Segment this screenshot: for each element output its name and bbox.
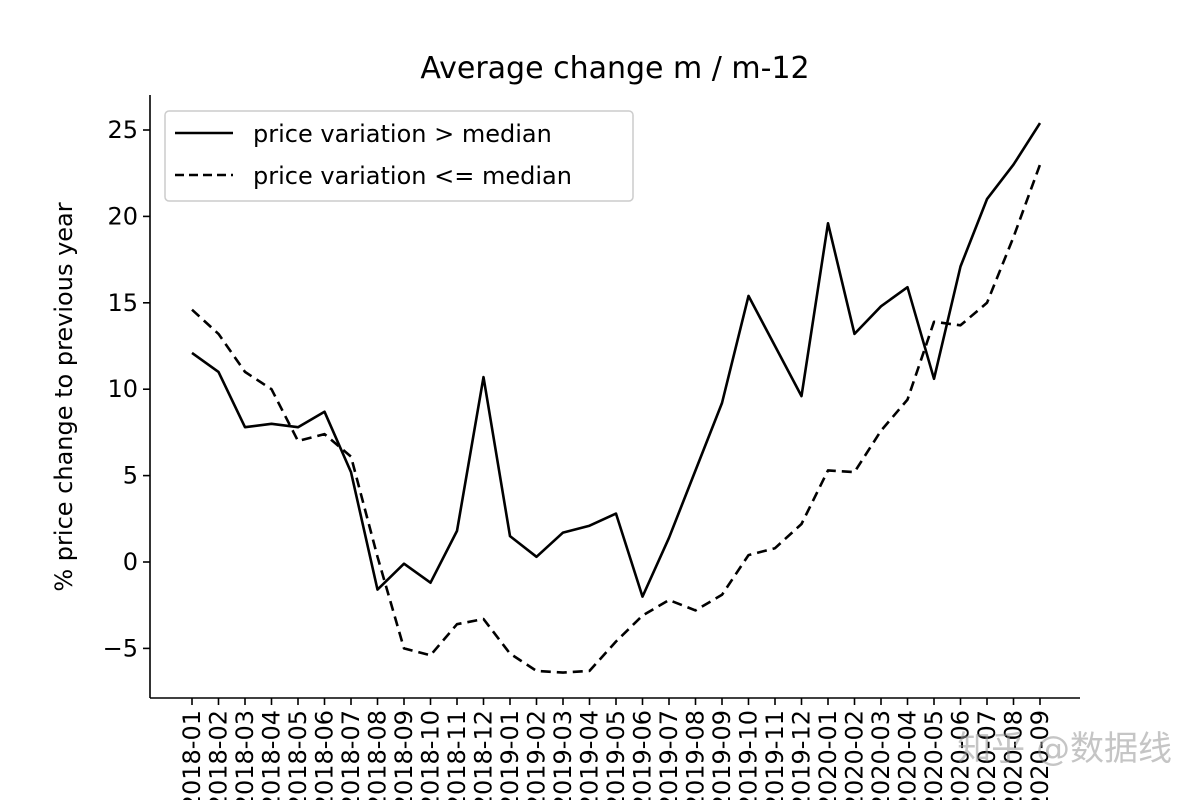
x-tick-label: 2018-08 xyxy=(364,710,392,800)
x-tick-label: 2018-06 xyxy=(311,710,339,800)
y-axis-label: % price change to previous year xyxy=(50,202,78,591)
x-tick-label: 2019-10 xyxy=(735,710,763,800)
legend: price variation > median price variation… xyxy=(164,110,634,202)
x-tick-label: 2018-09 xyxy=(390,710,418,800)
x-tick-label: 2019-11 xyxy=(761,710,789,800)
x-tick-label: 2019-09 xyxy=(708,710,736,800)
x-tick-label: 2019-06 xyxy=(629,710,657,800)
x-tick-label: 2019-12 xyxy=(788,710,816,800)
x-tick-label: 2018-10 xyxy=(417,710,445,800)
x-tick-label: 2020-09 xyxy=(1026,710,1054,800)
x-tick-label: 2020-08 xyxy=(1000,710,1028,800)
y-tick-label: 15 xyxy=(107,289,138,317)
series-line-below-median xyxy=(191,164,1042,674)
x-tick-label: 2019-03 xyxy=(549,710,577,800)
x-tick-label: 2020-02 xyxy=(841,710,869,800)
x-tick-label: 2018-12 xyxy=(470,710,498,800)
x-tick-label: 2018-07 xyxy=(337,710,365,800)
x-tick-label: 2020-03 xyxy=(867,710,895,800)
watermark: 知乎 @数据线 xyxy=(957,729,1172,769)
x-tick-label: 2019-08 xyxy=(682,710,710,800)
series-line-above-median xyxy=(191,122,1042,598)
legend-label-below-median: price variation <= median xyxy=(253,162,572,190)
x-tick-label: 2018-05 xyxy=(284,710,312,800)
chart-title: Average change m / m-12 xyxy=(420,51,809,86)
x-tick-label: 2018-04 xyxy=(258,710,286,800)
y-tick-label: 25 xyxy=(107,116,138,144)
y-tick-label: 10 xyxy=(107,375,138,403)
x-tick-label: 2018-01 xyxy=(178,710,206,800)
plot-area: −5 0 5 10 15 20 25 2018-012018-022018-032018-04… xyxy=(103,95,1080,800)
legend-label-above-median: price variation > median xyxy=(253,120,552,148)
y-tick-label: −5 xyxy=(103,634,138,662)
y-tick-label: 0 xyxy=(123,548,138,576)
x-tick-label: 2020-04 xyxy=(894,710,922,800)
x-tick-label: 2018-02 xyxy=(205,710,233,800)
x-tick-label: 2020-07 xyxy=(973,710,1001,800)
x-tick-label: 2018-11 xyxy=(443,710,471,800)
y-tick-label: 20 xyxy=(107,202,138,230)
y-tick-label: 5 xyxy=(123,462,138,490)
x-tick-label: 2020-05 xyxy=(920,710,948,800)
x-tick-label: 2019-07 xyxy=(655,710,683,800)
x-tick-label: 2019-05 xyxy=(602,710,630,800)
x-tick-label: 2019-04 xyxy=(576,710,604,800)
x-tick-label: 2019-02 xyxy=(523,710,551,800)
legend-box xyxy=(164,110,634,202)
x-tick-label: 2019-01 xyxy=(496,710,524,800)
x-tick-label: 2020-06 xyxy=(947,710,975,800)
x-tick-label: 2018-03 xyxy=(231,710,259,800)
x-tick-label: 2020-01 xyxy=(814,710,842,800)
